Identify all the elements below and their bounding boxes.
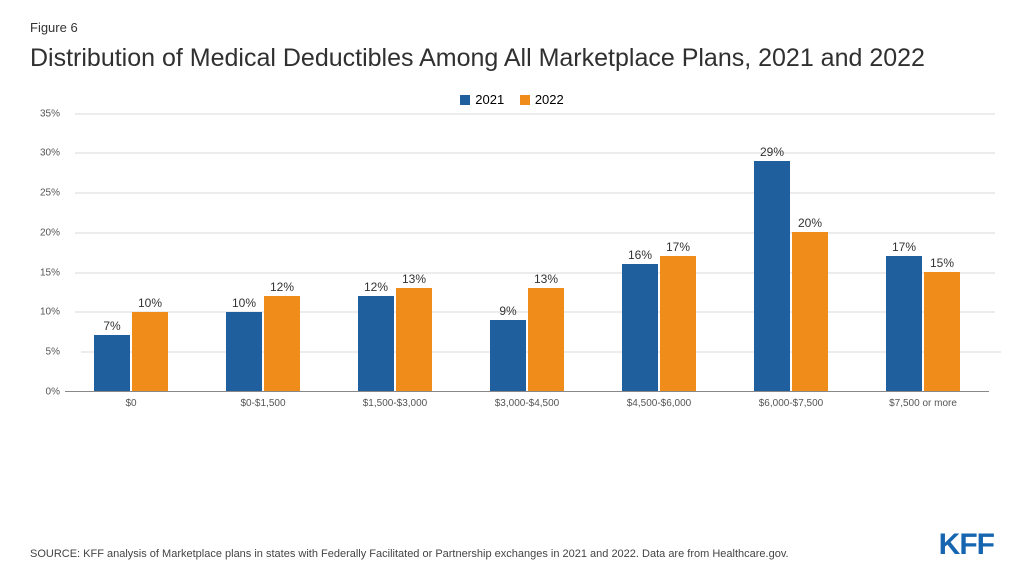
bar: 17% (660, 256, 696, 391)
bar-value-label: 15% (930, 256, 954, 270)
bar: 9% (490, 320, 526, 391)
plot-area: 7%10%10%12%12%13%9%13%16%17%29%20%17%15% (65, 114, 989, 392)
figure-label: Figure 6 (30, 20, 994, 35)
bar: 13% (528, 288, 564, 391)
bar: 12% (264, 296, 300, 391)
x-tick-label: $1,500-$3,000 (329, 392, 461, 414)
x-tick-label: $3,000-$4,500 (461, 392, 593, 414)
bar-group: 9%13% (461, 114, 593, 391)
y-tick-label: 35% (40, 108, 65, 119)
bar-value-label: 17% (666, 240, 690, 254)
legend-label-2021: 2021 (475, 92, 504, 107)
x-tick-label: $4,500-$6,000 (593, 392, 725, 414)
bar: 29% (754, 161, 790, 391)
bar-group: 10%12% (197, 114, 329, 391)
bar: 15% (924, 272, 960, 391)
bar: 20% (792, 232, 828, 390)
y-tick: 15% (40, 267, 65, 278)
bar-value-label: 29% (760, 145, 784, 159)
bar-value-label: 17% (892, 240, 916, 254)
y-tick: 35% (40, 108, 65, 119)
bar: 12% (358, 296, 394, 391)
chart-area: 0%5%10%15%20%25%30%35% 7%10%10%12%12%13%… (65, 114, 989, 414)
bar-group: 16%17% (593, 114, 725, 391)
bar: 17% (886, 256, 922, 391)
bar-group: 29%20% (725, 114, 857, 391)
kff-logo: KFF (939, 528, 994, 562)
bar-value-label: 13% (534, 272, 558, 286)
y-tick-label: 20% (40, 227, 65, 238)
y-tick: 10% (40, 307, 65, 318)
y-tick-label: 10% (40, 307, 65, 318)
bar: 16% (622, 264, 658, 391)
x-tick-label: $7,500 or more (857, 392, 989, 414)
x-tick-label: $0 (65, 392, 197, 414)
bar: 13% (396, 288, 432, 391)
chart-title: Distribution of Medical Deductibles Amon… (30, 43, 994, 74)
y-tick-label: 0% (46, 386, 65, 397)
source-note: SOURCE: KFF analysis of Marketplace plan… (30, 547, 789, 562)
bar: 10% (132, 312, 168, 391)
x-tick-label: $6,000-$7,500 (725, 392, 857, 414)
bar-value-label: 9% (499, 304, 516, 318)
y-tick: 0% (46, 386, 65, 397)
bar-value-label: 10% (138, 296, 162, 310)
bar-value-label: 20% (798, 216, 822, 230)
legend: 2021 2022 (30, 92, 994, 108)
bar-value-label: 13% (402, 272, 426, 286)
legend-item-2022: 2022 (520, 92, 564, 107)
y-tick-label: 5% (46, 347, 65, 358)
legend-swatch-2021 (460, 95, 470, 105)
y-axis: 0%5%10%15%20%25%30%35% (30, 114, 65, 392)
legend-label-2022: 2022 (535, 92, 564, 107)
y-tick-label: 15% (40, 267, 65, 278)
bar-value-label: 10% (232, 296, 256, 310)
x-tick-label: $0-$1,500 (197, 392, 329, 414)
y-tick: 25% (40, 188, 65, 199)
y-tick: 5% (46, 347, 65, 358)
y-tick-label: 25% (40, 188, 65, 199)
bar-group: 7%10% (65, 114, 197, 391)
bar-value-label: 7% (103, 319, 120, 333)
legend-swatch-2022 (520, 95, 530, 105)
x-axis: $0$0-$1,500$1,500-$3,000$3,000-$4,500$4,… (65, 392, 989, 414)
bar-group: 17%15% (857, 114, 989, 391)
bar-value-label: 12% (270, 280, 294, 294)
y-tick-label: 30% (40, 148, 65, 159)
y-tick: 20% (40, 227, 65, 238)
y-tick: 30% (40, 148, 65, 159)
bar-value-label: 12% (364, 280, 388, 294)
legend-item-2021: 2021 (460, 92, 504, 107)
bar: 7% (94, 335, 130, 390)
bar-group: 12%13% (329, 114, 461, 391)
bar: 10% (226, 312, 262, 391)
bar-value-label: 16% (628, 248, 652, 262)
